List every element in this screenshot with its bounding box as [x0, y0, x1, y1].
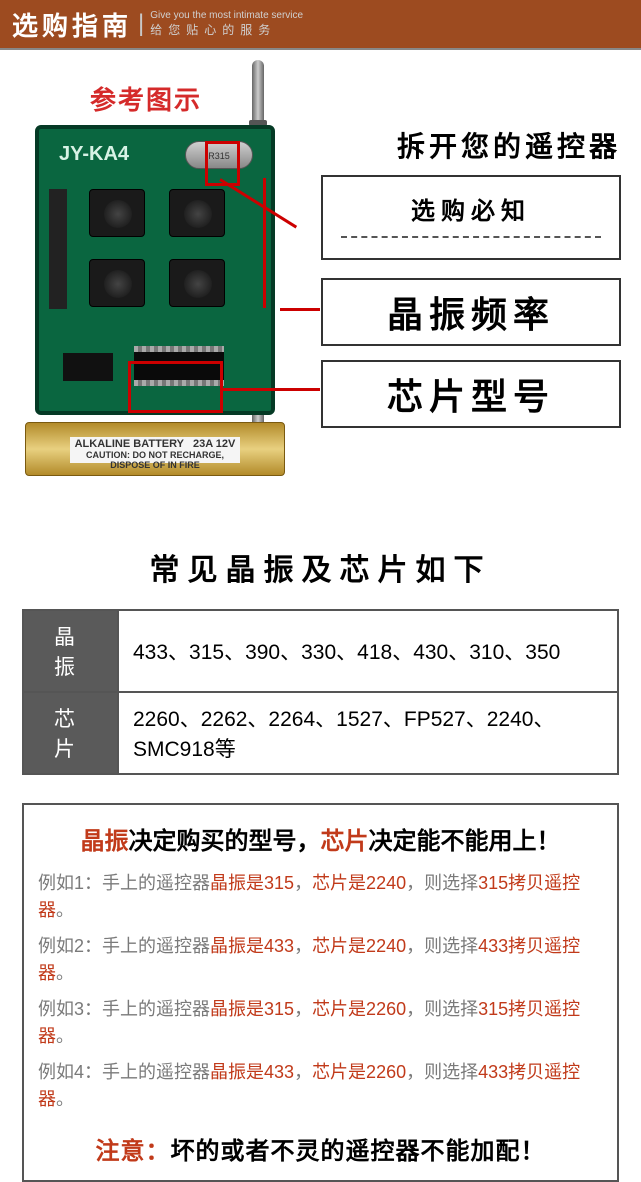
- diagram-heading: 拆开您的遥控器: [397, 125, 621, 165]
- example-line: 例如3：手上的遥控器晶振是315，芯片是2260，则选择315拷贝遥控器。: [38, 996, 603, 1050]
- spec-table: 晶振 433、315、390、330、418、430、310、350 芯片 22…: [22, 609, 619, 775]
- chip-highlight-box: [128, 361, 223, 413]
- callout-crystal: 晶振频率: [321, 278, 621, 346]
- pcb-button-icon: [169, 259, 225, 307]
- info-box: 选购必知: [321, 175, 621, 260]
- lead-line: [222, 388, 320, 391]
- spec-section-title: 常见晶振及芯片如下: [0, 545, 641, 589]
- pcb-silkscreen: JY-KA4: [59, 143, 129, 166]
- header-divider: |: [138, 10, 144, 38]
- spec-crystal-values: 433、315、390、330、418、430、310、350: [118, 610, 618, 692]
- header-en: Give you the most intimate service: [150, 10, 303, 21]
- header-sub: 给您贴心的服务: [150, 21, 303, 38]
- lead-line: [280, 308, 320, 311]
- lead-line: [263, 178, 266, 308]
- diagram-area: 参考图示 JY-KA4 R315 ALKALINE BATTERY 23A 12…: [0, 50, 641, 510]
- spec-crystal-header: 晶振: [23, 610, 118, 692]
- small-chip-icon: [63, 353, 113, 381]
- battery-graphic: ALKALINE BATTERY 23A 12V CAUTION: DO NOT…: [25, 422, 285, 476]
- guide-box: 晶振决定购买的型号，芯片决定能不能用上！ 例如1：手上的遥控器晶振是315，芯片…: [22, 803, 619, 1182]
- example-line: 例如2：手上的遥控器晶振是433，芯片是2240，则选择433拷贝遥控器。: [38, 933, 603, 987]
- info-title: 选购必知: [323, 191, 619, 226]
- examples-list: 例如1：手上的遥控器晶振是315，芯片是2240，则选择315拷贝遥控器。例如2…: [38, 870, 603, 1113]
- pcb-button-icon: [89, 259, 145, 307]
- example-line: 例如4：手上的遥控器晶振是433，芯片是2260，则选择433拷贝遥控器。: [38, 1059, 603, 1113]
- spec-chip-values: 2260、2262、2264、1527、FP527、2240、SMC918等: [118, 692, 618, 774]
- pcb-button-icon: [89, 189, 145, 237]
- battery-label: ALKALINE BATTERY 23A 12V CAUTION: DO NOT…: [70, 437, 240, 463]
- header-title: 选购指南: [12, 6, 132, 43]
- table-row: 芯片 2260、2262、2264、1527、FP527、2240、SMC918…: [23, 692, 618, 774]
- header-right: Give you the most intimate service 给您贴心的…: [150, 10, 303, 38]
- guide-warning: 注意：坏的或者不灵的遥控器不能加配！: [38, 1131, 603, 1166]
- pcb-button-icon: [169, 189, 225, 237]
- guide-headline: 晶振决定购买的型号，芯片决定能不能用上！: [38, 821, 603, 856]
- reference-label: 参考图示: [90, 80, 202, 117]
- example-line: 例如1：手上的遥控器晶振是315，芯片是2240，则选择315拷贝遥控器。: [38, 870, 603, 924]
- header-bar: 选购指南 | Give you the most intimate servic…: [0, 0, 641, 50]
- spec-chip-header: 芯片: [23, 692, 118, 774]
- table-row: 晶振 433、315、390、330、418、430、310、350: [23, 610, 618, 692]
- callout-chip: 芯片型号: [321, 360, 621, 428]
